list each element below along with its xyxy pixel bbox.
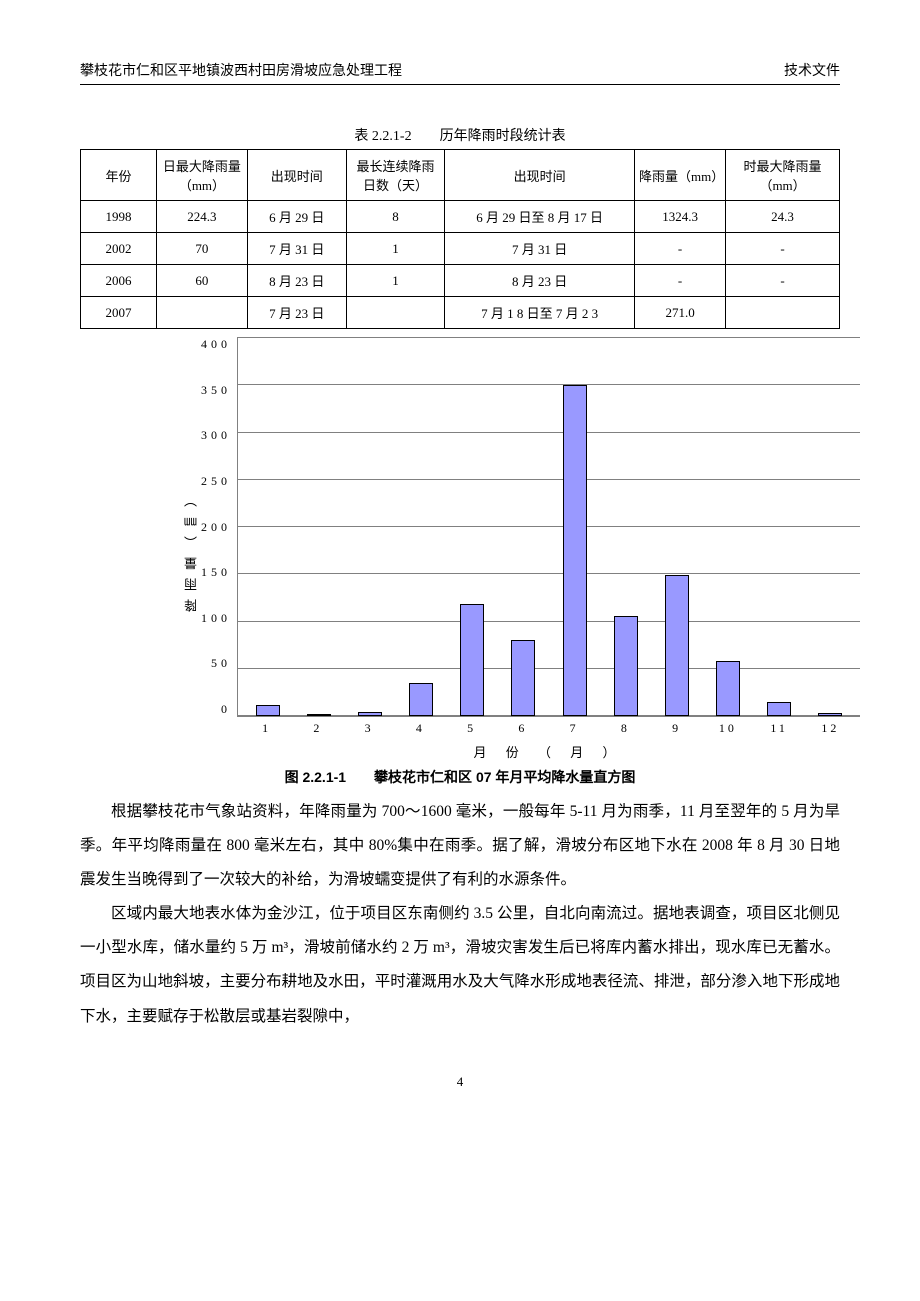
chart-bar bbox=[665, 575, 689, 716]
table-row: 2007 7 月 23 日 7 月 1 8 日至 7 月 2 3271.0 bbox=[81, 297, 840, 329]
bar-chart: 降雨量（㎜） 400350300250200150100500 12345678… bbox=[180, 337, 860, 761]
table-cell bbox=[346, 297, 445, 329]
chart-y-tick: 0 bbox=[201, 702, 231, 717]
chart-x-tick: 11 bbox=[767, 721, 791, 736]
table-cell: 6 月 29 日至 8 月 17 日 bbox=[445, 201, 635, 233]
table-row: 2002707 月 31 日17 月 31 日-- bbox=[81, 233, 840, 265]
table-cell: 1324.3 bbox=[635, 201, 726, 233]
table-cell: - bbox=[726, 233, 840, 265]
chart-y-tick: 100 bbox=[201, 611, 231, 626]
table-cell: 2007 bbox=[81, 297, 157, 329]
table-cell: 224.3 bbox=[156, 201, 247, 233]
header-left: 攀枝花市仁和区平地镇波西村田房滑坡应急处理工程 bbox=[80, 60, 402, 80]
chart-x-axis: 123456789101112 bbox=[237, 717, 860, 736]
chart-bar bbox=[358, 712, 382, 716]
table-cell: - bbox=[726, 265, 840, 297]
table-cell: 8 月 23 日 bbox=[247, 265, 346, 297]
table-row: 1998224.36 月 29 日86 月 29 日至 8 月 17 日1324… bbox=[81, 201, 840, 233]
table-cell: 70 bbox=[156, 233, 247, 265]
chart-bar bbox=[767, 702, 791, 716]
header-right: 技术文件 bbox=[784, 60, 840, 80]
chart-x-tick: 10 bbox=[716, 721, 740, 736]
table-cell: 7 月 31 日 bbox=[247, 233, 346, 265]
chart-bar bbox=[818, 713, 842, 716]
chart-x-tick: 3 bbox=[357, 721, 381, 736]
paragraph-1: 根据攀枝花市气象站资料，年降雨量为 700～1600 毫米，一般每年 5-11 … bbox=[80, 795, 840, 897]
table-cell bbox=[726, 297, 840, 329]
table-row: 2006608 月 23 日18 月 23 日-- bbox=[81, 265, 840, 297]
table-header-cell: 最长连续降雨日数（天） bbox=[346, 150, 445, 201]
chart-x-tick: 1 bbox=[255, 721, 279, 736]
chart-bar bbox=[614, 616, 638, 716]
chart-plot bbox=[237, 337, 860, 717]
chart-y-tick: 350 bbox=[201, 383, 231, 398]
table-cell: 1 bbox=[346, 233, 445, 265]
chart-x-tick: 4 bbox=[408, 721, 432, 736]
chart-bar bbox=[307, 714, 331, 716]
chart-y-tick: 400 bbox=[201, 337, 231, 352]
table-cell: 1998 bbox=[81, 201, 157, 233]
table-header-cell: 出现时间 bbox=[247, 150, 346, 201]
chart-bar bbox=[563, 385, 587, 716]
paragraph-2: 区域内最大地表水体为金沙江，位于项目区东南侧约 3.5 公里，自北向南流过。据地… bbox=[80, 897, 840, 1033]
table-cell: 8 月 23 日 bbox=[445, 265, 635, 297]
chart-x-tick: 7 bbox=[562, 721, 586, 736]
chart-title: 图 2.2.1-1 攀枝花市仁和区 07 年月平均降水量直方图 bbox=[80, 767, 840, 787]
chart-y-tick: 200 bbox=[201, 520, 231, 535]
table-cell: - bbox=[635, 233, 726, 265]
chart-y-tick: 50 bbox=[201, 656, 231, 671]
rain-statistics-table: 年份日最大降雨量（mm）出现时间最长连续降雨日数（天）出现时间降雨量（mm）时最… bbox=[80, 149, 840, 329]
table-cell: 6 月 29 日 bbox=[247, 201, 346, 233]
chart-x-tick: 6 bbox=[511, 721, 535, 736]
table-header-cell: 日最大降雨量（mm） bbox=[156, 150, 247, 201]
table-header-cell: 出现时间 bbox=[445, 150, 635, 201]
chart-y-label: 降雨量（㎜） bbox=[180, 486, 201, 612]
chart-x-tick: 2 bbox=[306, 721, 330, 736]
table-header-cell: 年份 bbox=[81, 150, 157, 201]
table-header-cell: 时最大降雨量（mm） bbox=[726, 150, 840, 201]
chart-x-tick: 8 bbox=[613, 721, 637, 736]
chart-x-tick: 5 bbox=[460, 721, 484, 736]
table-cell: 2006 bbox=[81, 265, 157, 297]
table-header-cell: 降雨量（mm） bbox=[635, 150, 726, 201]
table-cell: 1 bbox=[346, 265, 445, 297]
table-cell: 7 月 1 8 日至 7 月 2 3 bbox=[445, 297, 635, 329]
chart-bar bbox=[511, 640, 535, 716]
table-cell: 2002 bbox=[81, 233, 157, 265]
table-cell: 8 bbox=[346, 201, 445, 233]
table-caption: 表 2.2.1-2 历年降雨时段统计表 bbox=[80, 125, 840, 145]
chart-bar bbox=[256, 705, 280, 716]
chart-y-tick: 250 bbox=[201, 474, 231, 489]
chart-x-tick: 9 bbox=[665, 721, 689, 736]
page-number: 4 bbox=[80, 1074, 840, 1090]
page-header: 攀枝花市仁和区平地镇波西村田房滑坡应急处理工程 技术文件 bbox=[80, 60, 840, 85]
table-cell bbox=[156, 297, 247, 329]
chart-bar bbox=[460, 604, 484, 716]
chart-bar bbox=[409, 683, 433, 716]
table-cell: 271.0 bbox=[635, 297, 726, 329]
table-cell: 7 月 31 日 bbox=[445, 233, 635, 265]
body-text: 根据攀枝花市气象站资料，年降雨量为 700～1600 毫米，一般每年 5-11 … bbox=[80, 795, 840, 1034]
table-cell: - bbox=[635, 265, 726, 297]
chart-x-label: 月 份 （ 月 ） bbox=[237, 742, 860, 761]
chart-y-tick: 150 bbox=[201, 565, 231, 580]
chart-y-axis: 400 350 300 250 200 150 100 50 0 bbox=[201, 337, 237, 717]
table-cell: 60 bbox=[156, 265, 247, 297]
chart-y-tick: 300 bbox=[201, 428, 231, 443]
table-cell: 24.3 bbox=[726, 201, 840, 233]
chart-x-tick: 12 bbox=[818, 721, 842, 736]
table-cell: 7 月 23 日 bbox=[247, 297, 346, 329]
chart-bar bbox=[716, 661, 740, 716]
